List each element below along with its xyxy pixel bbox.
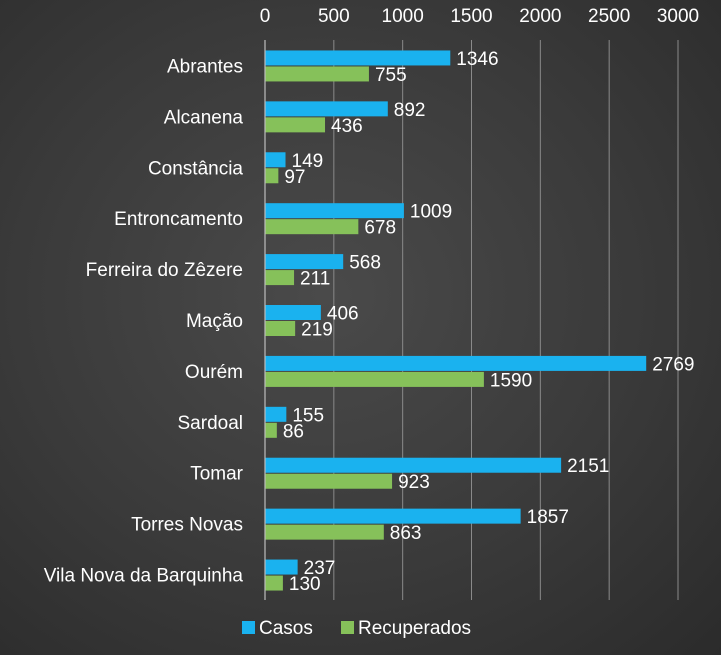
bar-casos [265, 355, 647, 371]
bar-casos [265, 305, 321, 320]
data-label: 755 [375, 65, 407, 86]
bar-casos [265, 50, 451, 66]
bar-casos [265, 406, 287, 422]
data-label: 86 [283, 421, 304, 442]
category-label: Constância [148, 158, 243, 179]
data-label: 1009 [410, 202, 452, 223]
category-label: Alcanena [164, 107, 244, 128]
data-label: 97 [284, 167, 305, 188]
data-label: 219 [301, 320, 333, 341]
legend-swatch-recuperados [341, 621, 354, 634]
data-label: 678 [364, 218, 396, 239]
x-tick-label: 2000 [519, 6, 561, 27]
data-label: 568 [349, 253, 381, 274]
data-label: 1590 [490, 370, 532, 391]
x-tick-label: 3000 [657, 6, 699, 27]
bar-recuperados [265, 422, 277, 438]
category-labels: Abrantes Alcanena Constância Entroncamento F… [44, 56, 244, 586]
bar-casos [265, 508, 521, 524]
legend-label-recuperados: Recuperados [358, 618, 471, 639]
category-label: Ferreira do Zêzere [86, 260, 243, 281]
bar-recuperados [265, 371, 484, 387]
legend-label-casos: Casos [259, 618, 313, 639]
data-label: 155 [292, 405, 324, 426]
bar-casos [265, 457, 562, 473]
data-label: 211 [300, 269, 330, 290]
bar-casos [265, 254, 344, 270]
data-label: 436 [331, 116, 363, 137]
bar-recuperados [265, 321, 296, 336]
data-label: 892 [394, 100, 426, 121]
bar-casos [265, 101, 388, 117]
data-label: 406 [327, 304, 359, 325]
data-label: 237 [304, 558, 336, 579]
x-tick-label: 2500 [588, 6, 630, 27]
x-tick-label: 500 [318, 6, 350, 27]
x-tick-label: 0 [260, 6, 271, 27]
category-label: Entroncamento [114, 209, 243, 230]
category-label: Abrantes [167, 56, 243, 77]
bar-recuperados [265, 219, 359, 235]
data-label: 149 [292, 151, 324, 172]
category-label: Torres Novas [131, 515, 243, 536]
data-label: 863 [390, 523, 422, 544]
category-label: Sardoal [178, 413, 244, 434]
legend: Casos Recuperados [242, 618, 471, 639]
category-label: Vila Nova da Barquinha [44, 566, 244, 587]
category-label: Mação [186, 311, 243, 332]
bar-casos [265, 559, 298, 575]
data-label: 1857 [527, 507, 569, 528]
data-label: 923 [398, 472, 430, 493]
bar-recuperados [265, 117, 326, 133]
bar-recuperados [265, 66, 369, 82]
legend-swatch-casos [242, 621, 255, 634]
x-axis-ticks: 0 500 1000 1500 2000 2500 3000 [260, 6, 699, 27]
bar-recuperados [265, 270, 295, 286]
bar-recuperados [265, 168, 279, 184]
bar-casos [265, 203, 404, 219]
data-label: 2769 [652, 354, 694, 375]
bar-recuperados [265, 524, 384, 540]
bar-recuperados [265, 575, 283, 591]
bars [265, 50, 647, 591]
category-label: Tomar [190, 464, 243, 485]
bar-recuperados [265, 473, 393, 489]
bar-casos [265, 152, 286, 168]
x-tick-label: 1000 [382, 6, 424, 27]
gridlines [333, 40, 679, 600]
data-label: 2151 [567, 456, 609, 477]
category-label: Ourém [185, 362, 243, 383]
data-label: 1346 [456, 49, 498, 70]
x-tick-label: 1500 [450, 6, 492, 27]
data-label: 130 [289, 574, 321, 595]
